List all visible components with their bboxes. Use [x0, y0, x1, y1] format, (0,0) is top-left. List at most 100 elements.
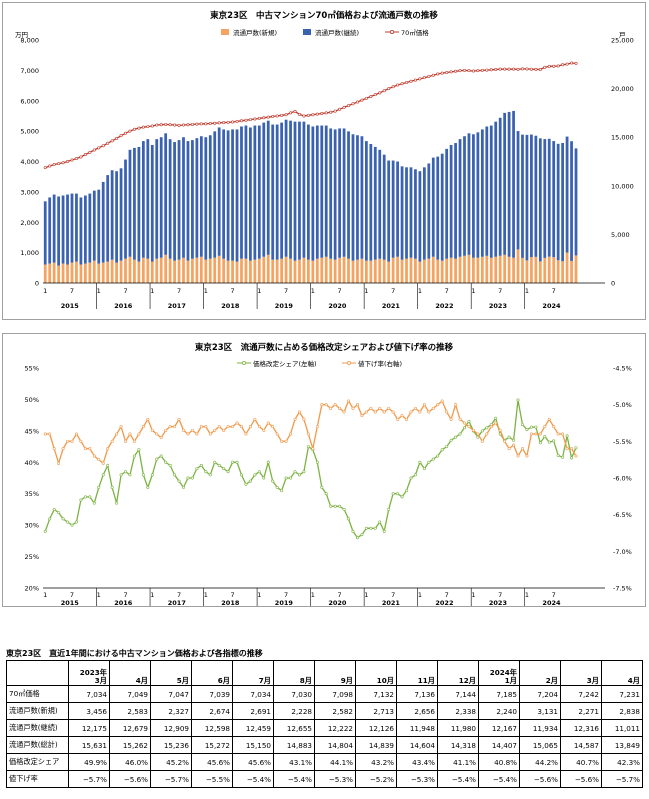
price-point	[248, 118, 252, 122]
price-point	[574, 61, 578, 65]
bar-cont	[476, 132, 480, 258]
column-header: 9月	[314, 660, 356, 686]
bar-new	[360, 258, 364, 283]
row-label: 流通戸数(総計)	[6, 736, 69, 754]
share-point	[119, 473, 123, 477]
price-point	[110, 139, 114, 143]
price-point	[520, 67, 524, 71]
share-point	[382, 529, 386, 533]
bar-new	[155, 258, 159, 283]
chart1-month-tick: 7	[391, 287, 395, 295]
share-point	[280, 489, 284, 493]
bar-cont	[556, 143, 560, 261]
share-point	[195, 467, 199, 471]
bar-cont	[146, 139, 150, 259]
discount-point	[222, 428, 226, 432]
bar-new	[391, 257, 395, 283]
bar-cont	[262, 122, 266, 257]
chart1-month-tick: 1	[204, 287, 208, 295]
bar-new	[400, 259, 404, 283]
bar-cont	[382, 154, 386, 260]
table-cell: 12,316	[560, 719, 602, 737]
bar-cont	[480, 129, 484, 257]
price-point	[391, 85, 395, 89]
chart1-month-tick: 1	[311, 287, 315, 295]
bar-new	[48, 263, 52, 283]
chart1-year-label: 2017	[168, 302, 186, 310]
share-point	[217, 463, 221, 467]
bar-new	[431, 256, 435, 283]
share-point	[155, 457, 159, 461]
column-header: 5月	[150, 660, 192, 686]
chart1-legend-label: 70㎡価格	[401, 28, 429, 37]
share-point	[396, 492, 400, 496]
price-point	[235, 119, 239, 123]
chart1-left-tick: 8,000	[20, 37, 39, 45]
discount-point	[293, 417, 297, 421]
bar-cont	[485, 126, 489, 256]
bar-cont	[356, 135, 359, 260]
chart1-month-tick: 7	[177, 287, 181, 295]
chart1-legend-label: 流通戸数(継続)	[315, 28, 359, 37]
row-label: 70㎡価格	[6, 685, 69, 703]
bar-new	[235, 261, 239, 283]
table-cell: 12,222	[314, 719, 356, 737]
chart2-year-label: 2015	[61, 599, 80, 606]
bar-new	[61, 263, 65, 283]
share-point	[248, 479, 252, 483]
discount-point	[284, 439, 288, 443]
row-label: 流通戸数(新規)	[6, 702, 69, 720]
table-cell: 7,047	[150, 685, 192, 703]
bar-new	[422, 259, 426, 283]
bar-cont	[70, 193, 74, 263]
share-point	[128, 473, 132, 477]
bar-new	[186, 260, 190, 283]
discount-point	[552, 425, 556, 429]
bar-new	[516, 249, 520, 283]
price-point	[333, 109, 337, 113]
share-point	[88, 495, 92, 499]
table-cell: 12,167	[478, 719, 520, 737]
share-point	[440, 448, 444, 452]
discount-point	[244, 432, 248, 436]
bar-new	[565, 252, 569, 283]
share-point	[534, 425, 538, 429]
share-point	[182, 485, 186, 489]
column-header: 2023年 3月	[68, 660, 110, 686]
bar-cont	[436, 156, 440, 260]
share-point	[306, 445, 310, 449]
discount-point	[70, 439, 74, 443]
column-header: 2月	[519, 660, 561, 686]
share-point	[137, 448, 141, 452]
bar-new	[52, 262, 56, 283]
share-point	[512, 438, 516, 442]
bar-cont	[168, 139, 172, 259]
chart1-right-tick: 25,000	[611, 37, 634, 45]
bar-cont	[195, 138, 199, 258]
table-cell: 7,034	[68, 685, 110, 703]
bar-cont	[463, 136, 466, 256]
table-cell: 46.0%	[109, 753, 151, 771]
row-label: 価格改定シェア	[6, 753, 69, 771]
bar-new	[418, 261, 422, 283]
share-point	[543, 435, 547, 439]
bar-cont	[324, 125, 328, 257]
share-point	[431, 457, 435, 461]
price-point	[266, 115, 270, 119]
share-point	[168, 463, 172, 467]
price-point	[538, 67, 542, 71]
bar-cont	[284, 119, 288, 257]
bar-cont	[507, 111, 511, 257]
price-point	[213, 121, 217, 125]
bar-cont	[280, 122, 284, 259]
bar-cont	[52, 194, 56, 263]
discount-point	[297, 410, 301, 414]
share-point	[271, 479, 275, 483]
discount-point	[471, 428, 475, 432]
bar-new	[284, 256, 288, 283]
bar-new	[173, 260, 176, 283]
discount-point	[565, 447, 569, 451]
price-point	[471, 69, 475, 73]
discount-point	[266, 421, 270, 425]
